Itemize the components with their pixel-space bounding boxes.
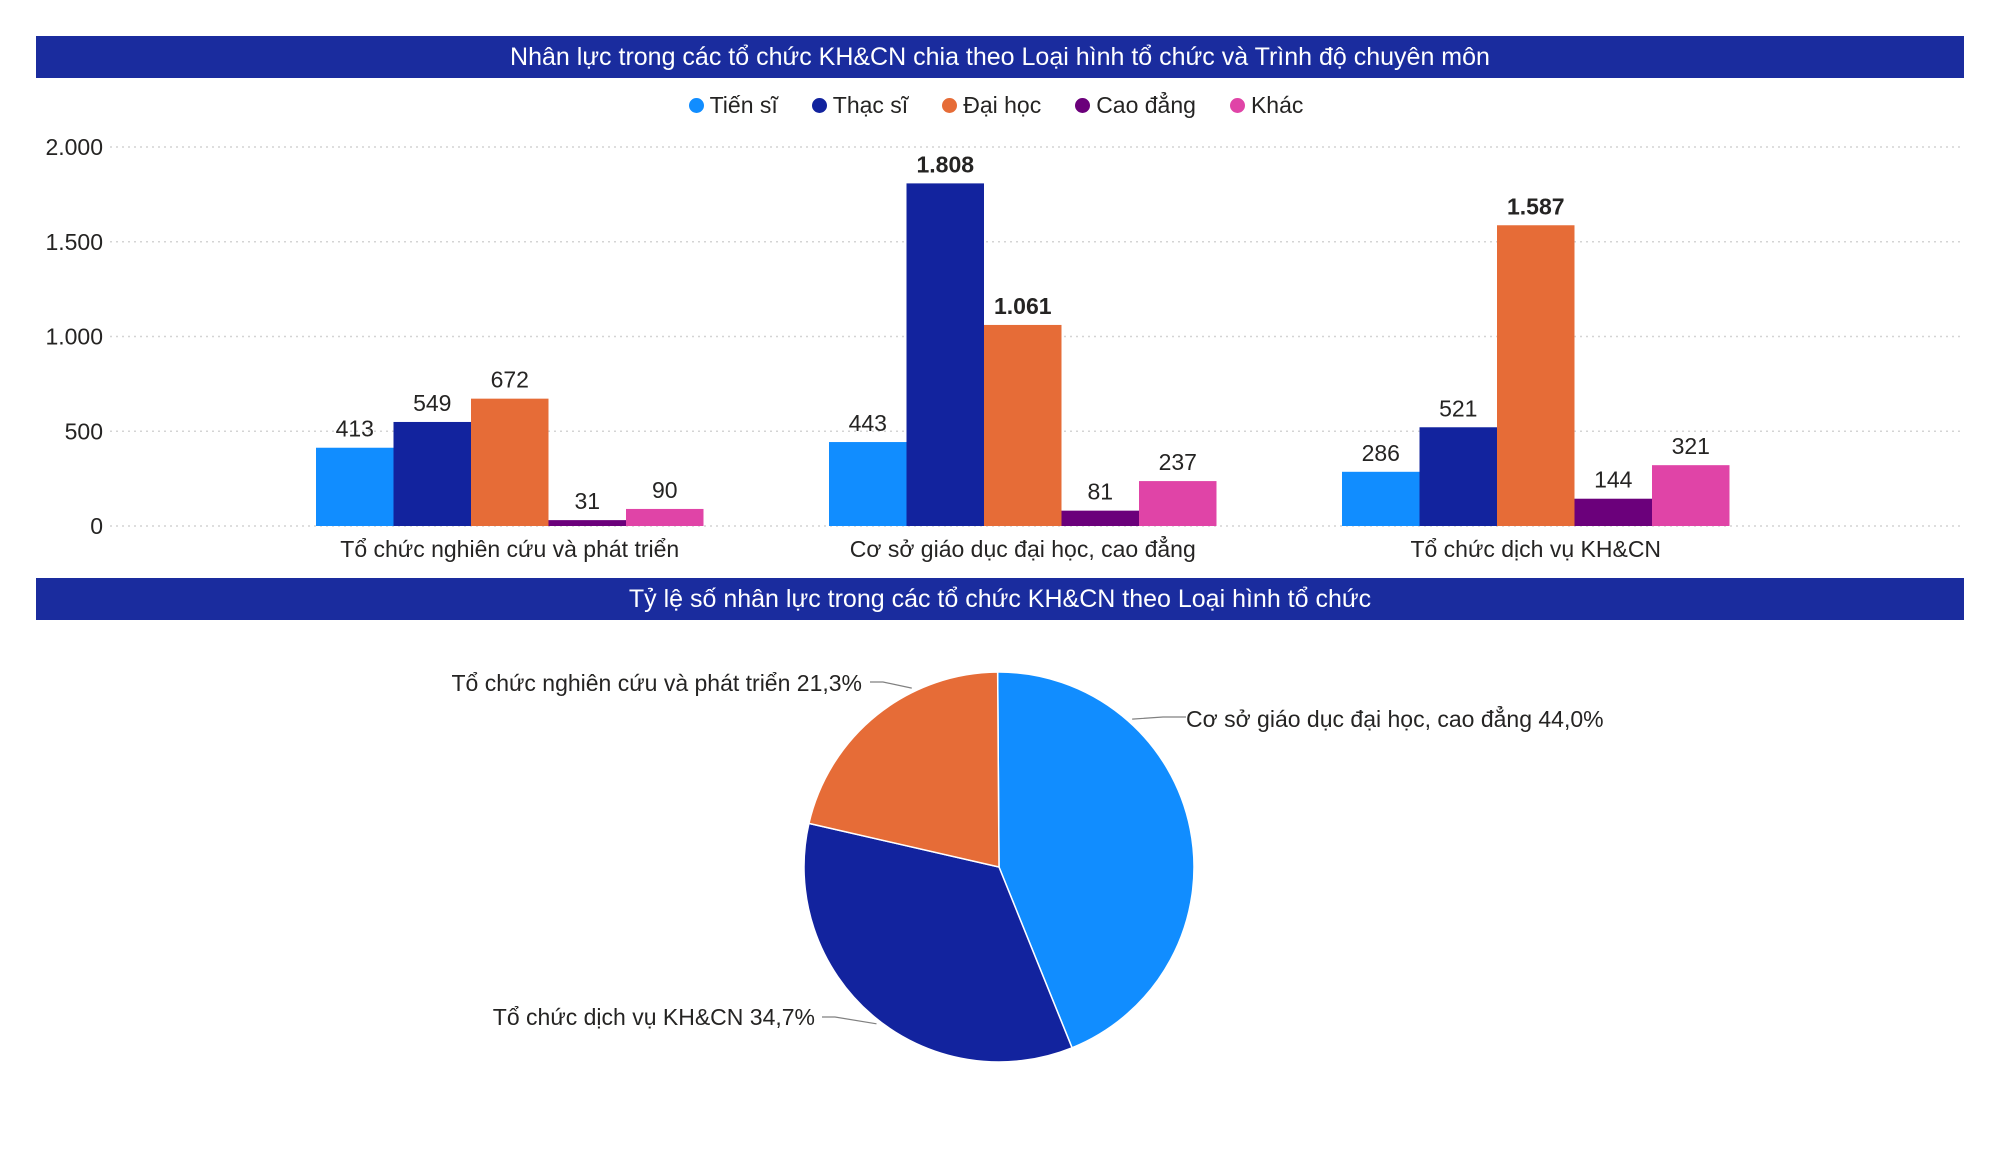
pie-slice-label: Cơ sở giáo dục đại học, cao đẳng 44,0% [1186,704,1604,732]
data-label: 1.061 [994,293,1052,319]
bar-thac-si-2[interactable] [906,183,985,526]
pie-chart-title: Tỷ lệ số nhân lực trong các tổ chức KH&C… [36,578,1964,620]
data-label: 237 [1159,449,1197,475]
legend-label: Cao đẳng [1096,91,1196,118]
legend-label: Khác [1250,91,1304,118]
bar-chart-title: Nhân lực trong các tổ chức KH&CN chia th… [36,36,1964,78]
bar-thac-si-3[interactable] [1419,427,1498,526]
leader-line [870,681,912,689]
data-label: 144 [1594,467,1633,493]
pie-slice-to-chuc-nghien-cuu-va-phat-trien[interactable] [808,671,1000,868]
bar-khac-1[interactable] [626,508,704,526]
legend-item-dai-hoc[interactable]: Đại học [942,92,1041,119]
data-label: 672 [491,367,529,393]
pie-slice-to-chuc-dich-vu-kh-cn[interactable] [803,822,1074,1063]
legend-item-cao-dang[interactable]: Cao đẳng [1075,92,1196,119]
legend-item-tien-si[interactable]: Tiến sĩ [688,91,778,119]
data-label: 31 [574,488,600,514]
bar-khac-3[interactable] [1652,465,1730,526]
data-label: 443 [849,410,887,436]
leader-line [1132,716,1186,720]
y-tick-label: 0 [90,513,103,539]
legend-label: Đại học [963,91,1042,118]
data-label: 81 [1087,479,1113,505]
legend-marker [688,97,704,113]
y-tick-label: 500 [65,418,103,444]
bar-tien-si-1[interactable] [316,447,394,526]
data-label: 321 [1672,433,1710,459]
x-category-label: Tổ chức nghiên cứu và phát triển [340,536,679,562]
data-label: 286 [1362,440,1400,466]
pie-slice-label: Tổ chức dịch vụ KH&CN 34,7% [493,1004,815,1030]
bar-khac-2[interactable] [1139,481,1217,526]
data-label: 521 [1439,395,1477,421]
data-label: 1.587 [1507,193,1565,219]
legend-item-khac[interactable]: Khác [1229,91,1304,119]
bar-chart-legend: Tiến sĩ Thạc sĩ Đại học Cao đẳng Khác [0,87,1992,123]
data-label: 90 [652,477,678,503]
legend-marker [811,97,827,113]
pie-slice-label: Tổ chức nghiên cứu và phát triển 21,3% [451,670,862,696]
legend-marker [1075,97,1091,113]
legend-marker [942,97,958,113]
y-tick-label: 1.500 [45,229,103,255]
y-tick-label: 2.000 [45,134,103,160]
bar-cao-dang-3[interactable] [1574,498,1653,526]
y-tick-label: 1.000 [45,324,103,350]
bar-tien-si-3[interactable] [1342,471,1420,526]
x-category-label: Cơ sở giáo dục đại học, cao đẳng [850,534,1196,562]
bar-cao-dang-2[interactable] [1061,510,1140,526]
bar-tien-si-2[interactable] [829,442,907,526]
legend-label: Tiến sĩ [709,91,778,118]
bar-dai-hoc-2[interactable] [984,324,1062,526]
x-category-label: Tổ chức dịch vụ KH&CN [1410,536,1661,562]
data-label: 1.808 [916,151,974,177]
legend-marker [1229,97,1245,113]
data-label: 549 [413,390,451,416]
bar-dai-hoc-3[interactable] [1497,225,1575,527]
legend-item-thac-si[interactable]: Thạc sĩ [811,91,909,119]
bar-thac-si-1[interactable] [393,421,472,526]
leader-line [822,1016,877,1025]
legend-label: Thạc sĩ [832,91,909,118]
bar-dai-hoc-1[interactable] [471,398,549,526]
bar-cao-dang-1[interactable] [548,520,627,526]
data-label: 413 [336,416,374,442]
pie-slice-co-so-giao-duc-dai-hoc-cao-dang[interactable] [996,671,1195,1049]
